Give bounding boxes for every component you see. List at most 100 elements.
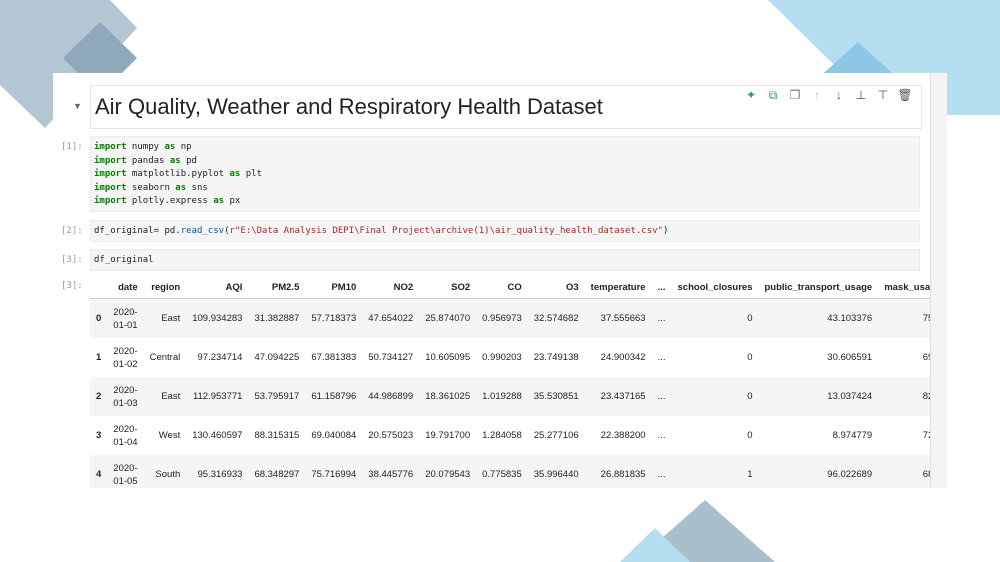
- table-cell: 97.234714: [197, 352, 243, 363]
- table-cell: 68.348297: [248, 455, 306, 488]
- code-text: df_original= pd.: [94, 226, 181, 236]
- code-text: plt: [240, 169, 262, 179]
- code-keyword: import: [94, 155, 127, 166]
- table-cell: East: [143, 377, 187, 416]
- code-string: r"E:\Data Analysis DEPI\Final Project\ar…: [229, 226, 663, 236]
- column-header: PM10: [305, 276, 363, 299]
- column-header: CO: [476, 276, 528, 299]
- table-cell: 0: [747, 430, 753, 441]
- table-cell: 19.791700: [425, 430, 471, 441]
- row-index: 0: [90, 298, 108, 338]
- deco-shape: [63, 22, 137, 95]
- trash-icon[interactable]: 🗑: [897, 88, 913, 102]
- table-cell: 18.361025: [419, 377, 477, 416]
- table-cell: 37.555663: [584, 298, 652, 338]
- code-cell-read-csv[interactable]: df_original= pd.read_csv(r"E:\Data Analy…: [90, 220, 920, 242]
- table-cell: 1: [671, 455, 759, 488]
- table-row: 0 2020- 01-01 East 109.934283 31.382887 57.718…: [90, 298, 947, 338]
- code-keyword: import: [94, 196, 127, 206]
- table-cell: 8.974779: [832, 430, 873, 441]
- table-cell: 130.460597: [192, 430, 243, 441]
- column-header: NO2: [362, 276, 420, 299]
- code-keyword: import: [94, 169, 127, 179]
- code-line: import matplotlib.pyplot as plt: [94, 168, 916, 182]
- sparkle-icon[interactable]: ✦: [745, 88, 757, 102]
- deco-shape: [620, 528, 690, 562]
- table-cell: East: [143, 298, 187, 338]
- table-cell: 0: [671, 298, 759, 338]
- table-cell: 0.775835: [476, 455, 528, 488]
- code-icon[interactable]: ⧉: [768, 88, 778, 102]
- table-cell: ...: [651, 377, 672, 416]
- code-text: pd: [180, 155, 197, 166]
- table-cell: 0: [671, 377, 759, 416]
- table-cell: 38.445776: [362, 455, 420, 488]
- notebook-title: Air Quality, Weather and Respiratory Hea…: [95, 94, 603, 119]
- arrow-up-icon[interactable]: ↑: [814, 88, 820, 102]
- column-header: region: [143, 276, 187, 299]
- code-keyword: as: [175, 182, 187, 193]
- column-header: AQI: [186, 276, 249, 299]
- table-cell: 2020- 01-02: [113, 345, 138, 370]
- table-cell: 95.316933: [186, 455, 249, 488]
- dataframe-output: date region AQI PM2.5 PM10 NO2 SO2 CO O3 temperat…: [90, 276, 947, 488]
- insert-below-icon[interactable]: ⊤: [877, 88, 889, 102]
- table-cell: 13.037424: [758, 377, 879, 416]
- table-cell: 75.716994: [305, 455, 363, 488]
- column-header: [90, 276, 108, 299]
- column-header: O3: [527, 276, 585, 299]
- table-cell: 23.749138: [533, 352, 579, 363]
- cell-prompt: [3]:: [61, 255, 83, 265]
- table-cell: 25.277106: [533, 430, 579, 441]
- table-cell: 35.996440: [527, 455, 585, 488]
- collapse-icon[interactable]: ▼: [73, 101, 82, 111]
- table-cell: 1.019288: [476, 377, 528, 416]
- column-header: ...: [651, 276, 672, 299]
- table-cell: 0.956973: [476, 298, 528, 338]
- cell-prompt: [2]:: [61, 226, 83, 236]
- code-cell-df[interactable]: df_original: [90, 249, 920, 271]
- table-cell: 88.315315: [254, 430, 300, 441]
- scrollbar[interactable]: [930, 73, 947, 488]
- code-line: import seaborn as sns: [94, 182, 916, 196]
- table-cell: 35.530851: [527, 377, 585, 416]
- table-cell: 26.881835: [584, 455, 652, 488]
- code-function: read_csv: [180, 226, 225, 236]
- code-text: sns: [186, 182, 208, 193]
- table-cell: 10.605095: [425, 352, 471, 363]
- markdown-cell[interactable]: Air Quality, Weather and Respiratory Hea…: [90, 85, 922, 129]
- code-text: numpy: [126, 142, 165, 152]
- table-cell: ...: [651, 298, 672, 338]
- table-row: 1 2020- 01-02 Central 97.234714 47.094225 67.3…: [90, 338, 947, 377]
- code-text: (: [224, 226, 230, 236]
- column-header: PM2.5: [248, 276, 306, 299]
- arrow-down-icon[interactable]: ↓: [836, 88, 842, 102]
- table-cell: 31.382887: [248, 298, 306, 338]
- table-cell: 22.388200: [600, 430, 646, 441]
- table-cell: 44.986899: [362, 377, 420, 416]
- row-index: 1: [96, 352, 102, 363]
- copy-icon[interactable]: ❐: [789, 88, 801, 102]
- row-index: 2: [90, 377, 108, 416]
- code-text: pandas: [126, 155, 170, 166]
- table-cell: 47.654022: [362, 298, 420, 338]
- code-keyword: import: [94, 182, 127, 193]
- table-cell: 0: [747, 352, 753, 363]
- table-row: 4 2020- 01-05 South 95.316933 68.348297 75.716…: [90, 455, 947, 488]
- column-header: school_closures: [671, 276, 759, 299]
- column-header: public_transport_usage: [758, 276, 879, 299]
- table-cell: 30.606591: [827, 352, 873, 363]
- code-keyword: as: [169, 155, 181, 166]
- row-index: 3: [96, 430, 102, 441]
- table-cell: 2020- 01-04: [113, 423, 138, 448]
- table-cell: ...: [651, 455, 672, 488]
- notebook-panel: ▼ Air Quality, Weather and Respiratory H…: [53, 73, 947, 488]
- table-cell: 57.718373: [305, 298, 363, 338]
- table-cell: 24.900342: [600, 352, 646, 363]
- code-cell-imports[interactable]: import numpy as np import pandas as pd imp…: [90, 136, 920, 212]
- table-cell: 112.953771: [186, 377, 249, 416]
- table-cell: 1.284058: [482, 430, 522, 441]
- cell-prompt: [1]:: [61, 142, 83, 152]
- insert-above-icon[interactable]: ⊥: [855, 88, 867, 102]
- table-cell: 53.795917: [248, 377, 306, 416]
